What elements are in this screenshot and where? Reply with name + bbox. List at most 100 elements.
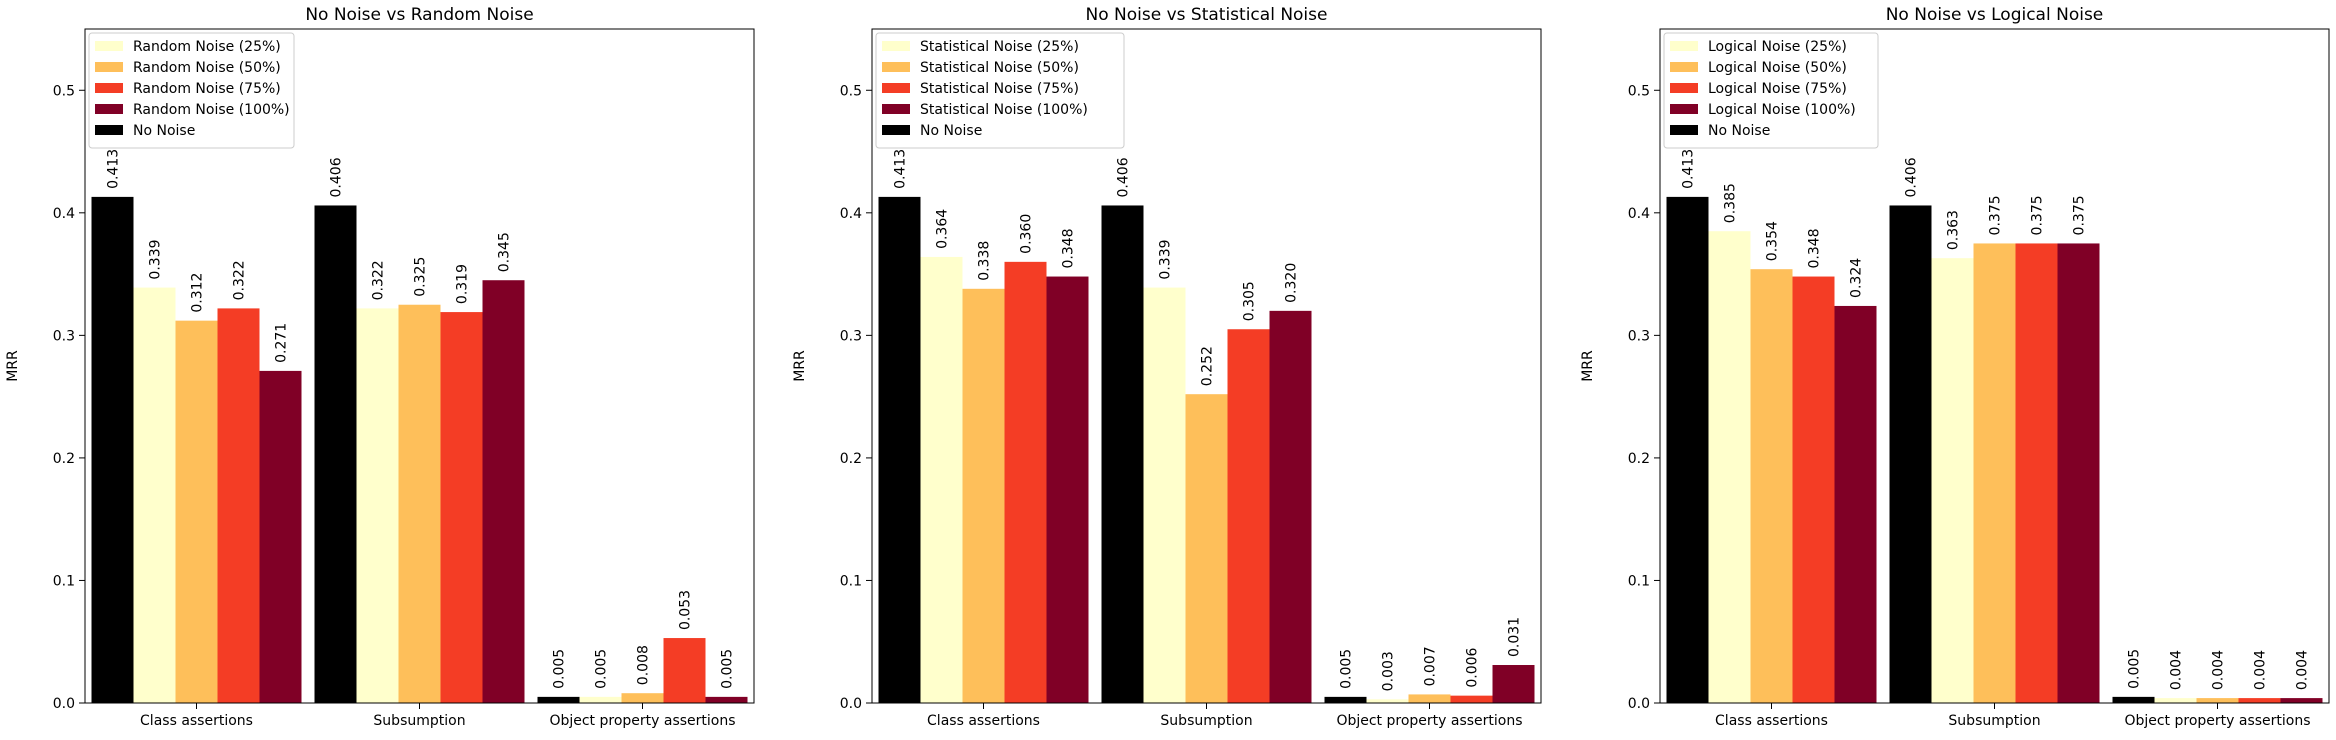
bar-value-label: 0.004 xyxy=(2253,650,2269,690)
chart-panel-3: 0.413 0.406 0.005 0.385 0.363 0.004 0.354 0.375… xyxy=(1580,5,2330,729)
bar xyxy=(1408,694,1451,703)
bar xyxy=(133,287,176,703)
bar xyxy=(878,196,921,703)
bar-value-label: 0.006 xyxy=(1465,647,1481,687)
bar xyxy=(217,308,260,703)
legend: Random Noise (25%) Random Noise (50%) Rand… xyxy=(88,32,295,149)
y-tick-label: 0.5 xyxy=(1628,83,1650,99)
bar-value-label: 0.312 xyxy=(190,273,206,313)
bar xyxy=(91,196,134,703)
legend-label: Logical Noise (100%) xyxy=(1708,102,1856,118)
chart-panel-2: 0.413 0.406 0.005 0.364 0.339 0.003 0.338 0.252… xyxy=(792,5,1542,729)
legend-box xyxy=(1663,32,1879,149)
legend-label: No Noise xyxy=(133,123,195,139)
legend-label: Logical Noise (75%) xyxy=(1708,81,1847,97)
legend-swatch xyxy=(882,83,910,93)
chart-title: No Noise vs Logical Noise xyxy=(1886,5,2104,25)
bar xyxy=(2280,698,2323,703)
x-tick-label: Class assertions xyxy=(140,713,253,729)
legend-box xyxy=(88,32,295,149)
y-tick-label: 0.4 xyxy=(1628,206,1650,222)
legend: Logical Noise (25%) Logical Noise (50%) Lo… xyxy=(1663,32,1879,149)
bar xyxy=(1492,665,1535,703)
x-tick-label: Subsumption xyxy=(1160,713,1252,729)
bar xyxy=(705,696,748,703)
legend-swatch xyxy=(95,125,123,135)
bar-value-label: 0.320 xyxy=(1284,263,1300,303)
bar-value-label: 0.413 xyxy=(1681,149,1697,189)
y-tick-label: 0.3 xyxy=(53,328,75,344)
y-tick-label: 0.0 xyxy=(53,696,75,712)
x-tick-label: Class assertions xyxy=(927,713,1040,729)
y-tick-label: 0.1 xyxy=(53,573,75,589)
bar-value-label: 0.005 xyxy=(594,649,610,689)
bar xyxy=(1185,394,1228,703)
bar xyxy=(663,638,706,703)
bar-value-label: 0.305 xyxy=(1242,281,1258,321)
bar-value-label: 0.385 xyxy=(1723,183,1739,223)
bar-value-label: 0.008 xyxy=(636,645,652,685)
bar xyxy=(2196,698,2239,703)
bar-value-label: 0.375 xyxy=(2030,195,2046,235)
bar xyxy=(440,312,483,703)
chart-title: No Noise vs Random Noise xyxy=(305,5,533,25)
legend-label: Statistical Noise (50%) xyxy=(920,60,1079,76)
bar xyxy=(537,696,580,703)
bar xyxy=(1366,699,1409,703)
bar xyxy=(2057,243,2100,703)
bar xyxy=(579,696,622,703)
y-tick-label: 0.1 xyxy=(1628,573,1650,589)
bar xyxy=(398,304,441,703)
y-tick-label: 0.2 xyxy=(1628,451,1650,467)
bar-value-label: 0.004 xyxy=(2211,650,2227,690)
bar xyxy=(1666,196,1709,703)
bar xyxy=(1324,696,1367,703)
x-tick-label: Object property assertions xyxy=(549,713,735,729)
bar-value-label: 0.053 xyxy=(678,590,694,630)
bar-value-label: 0.375 xyxy=(1988,195,2004,235)
bar xyxy=(1269,310,1312,703)
bar xyxy=(482,280,525,703)
x-tick-label: Object property assertions xyxy=(1336,713,1522,729)
bar xyxy=(2154,698,2197,703)
bar-value-label: 0.271 xyxy=(274,323,290,363)
bar-value-label: 0.345 xyxy=(497,232,513,272)
bar-value-label: 0.324 xyxy=(1849,258,1865,298)
bar-value-label: 0.413 xyxy=(893,149,909,189)
y-tick-label: 0.4 xyxy=(840,206,862,222)
x-tick-label: Class assertions xyxy=(1715,713,1828,729)
y-tick-label: 0.2 xyxy=(53,451,75,467)
bar xyxy=(1931,258,1974,703)
bar xyxy=(1973,243,2016,703)
bar-value-label: 0.325 xyxy=(413,257,429,297)
legend-swatch xyxy=(1670,104,1698,114)
y-tick-label: 0.0 xyxy=(840,696,862,712)
chart-panel-1: 0.413 0.406 0.005 0.339 0.322 0.005 0.312 0.325… xyxy=(5,5,755,729)
legend-swatch xyxy=(1670,125,1698,135)
legend-swatch xyxy=(95,62,123,72)
y-tick-label: 0.2 xyxy=(840,451,862,467)
bar-value-label: 0.322 xyxy=(232,260,248,300)
bar-value-label: 0.005 xyxy=(552,649,568,689)
bar-value-label: 0.354 xyxy=(1765,221,1781,261)
bar xyxy=(962,288,1005,703)
bar-value-label: 0.319 xyxy=(455,264,471,304)
bar-value-label: 0.406 xyxy=(329,157,345,197)
bar-value-label: 0.004 xyxy=(2295,650,2311,690)
bar xyxy=(1889,205,1932,703)
legend-swatch xyxy=(95,104,123,114)
bar xyxy=(1004,261,1047,703)
legend-label: Random Noise (25%) xyxy=(133,39,281,55)
y-tick-label: 0.0 xyxy=(1628,696,1650,712)
bar-value-label: 0.005 xyxy=(1339,649,1355,689)
legend-swatch xyxy=(1670,83,1698,93)
bar xyxy=(2238,698,2281,703)
x-tick-label: Object property assertions xyxy=(2124,713,2310,729)
x-tick-label: Subsumption xyxy=(1948,713,2040,729)
legend-label: No Noise xyxy=(920,123,982,139)
y-tick-label: 0.5 xyxy=(53,83,75,99)
chart-title: No Noise vs Statistical Noise xyxy=(1086,5,1328,25)
bar-value-label: 0.339 xyxy=(1158,239,1174,279)
y-axis-label: MRR xyxy=(5,350,21,382)
y-axis-label: MRR xyxy=(792,350,808,382)
